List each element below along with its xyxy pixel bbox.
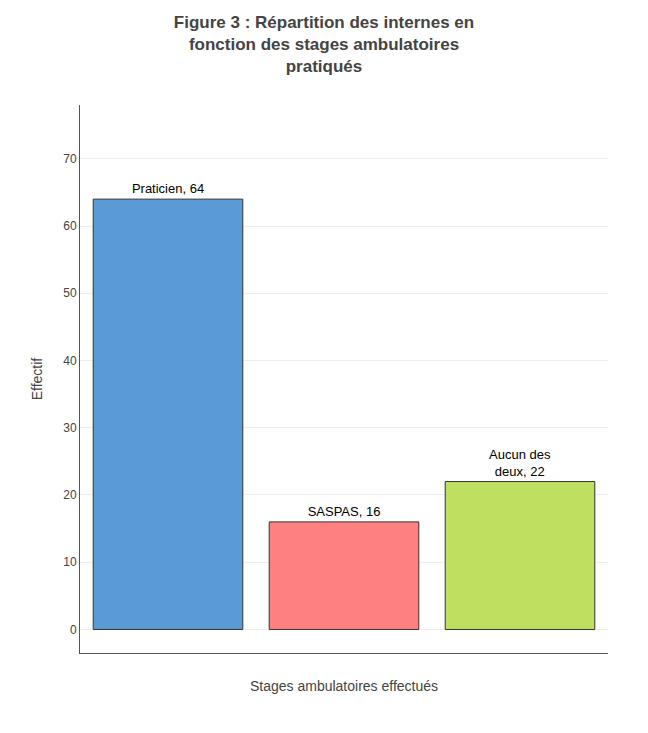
svg-text:70: 70 <box>63 152 77 166</box>
svg-text:30: 30 <box>63 421 77 435</box>
svg-text:20: 20 <box>63 488 77 502</box>
svg-text:40: 40 <box>63 354 77 368</box>
svg-text:60: 60 <box>63 219 77 233</box>
svg-text:SASPAS, 16: SASPAS, 16 <box>308 504 381 519</box>
svg-text:10: 10 <box>63 555 77 569</box>
svg-text:Praticien, 64: Praticien, 64 <box>132 181 204 196</box>
svg-text:0: 0 <box>70 623 77 637</box>
svg-text:Aucun desdeux, 22: Aucun desdeux, 22 <box>489 447 551 479</box>
svg-text:Effectif: Effectif <box>29 358 45 401</box>
svg-text:50: 50 <box>63 286 77 300</box>
svg-text:Figure 3 : Répartition des int: Figure 3 : Répartition des internes enfo… <box>174 13 474 76</box>
svg-text:Stages ambulatoires effectués: Stages ambulatoires effectués <box>250 678 438 694</box>
